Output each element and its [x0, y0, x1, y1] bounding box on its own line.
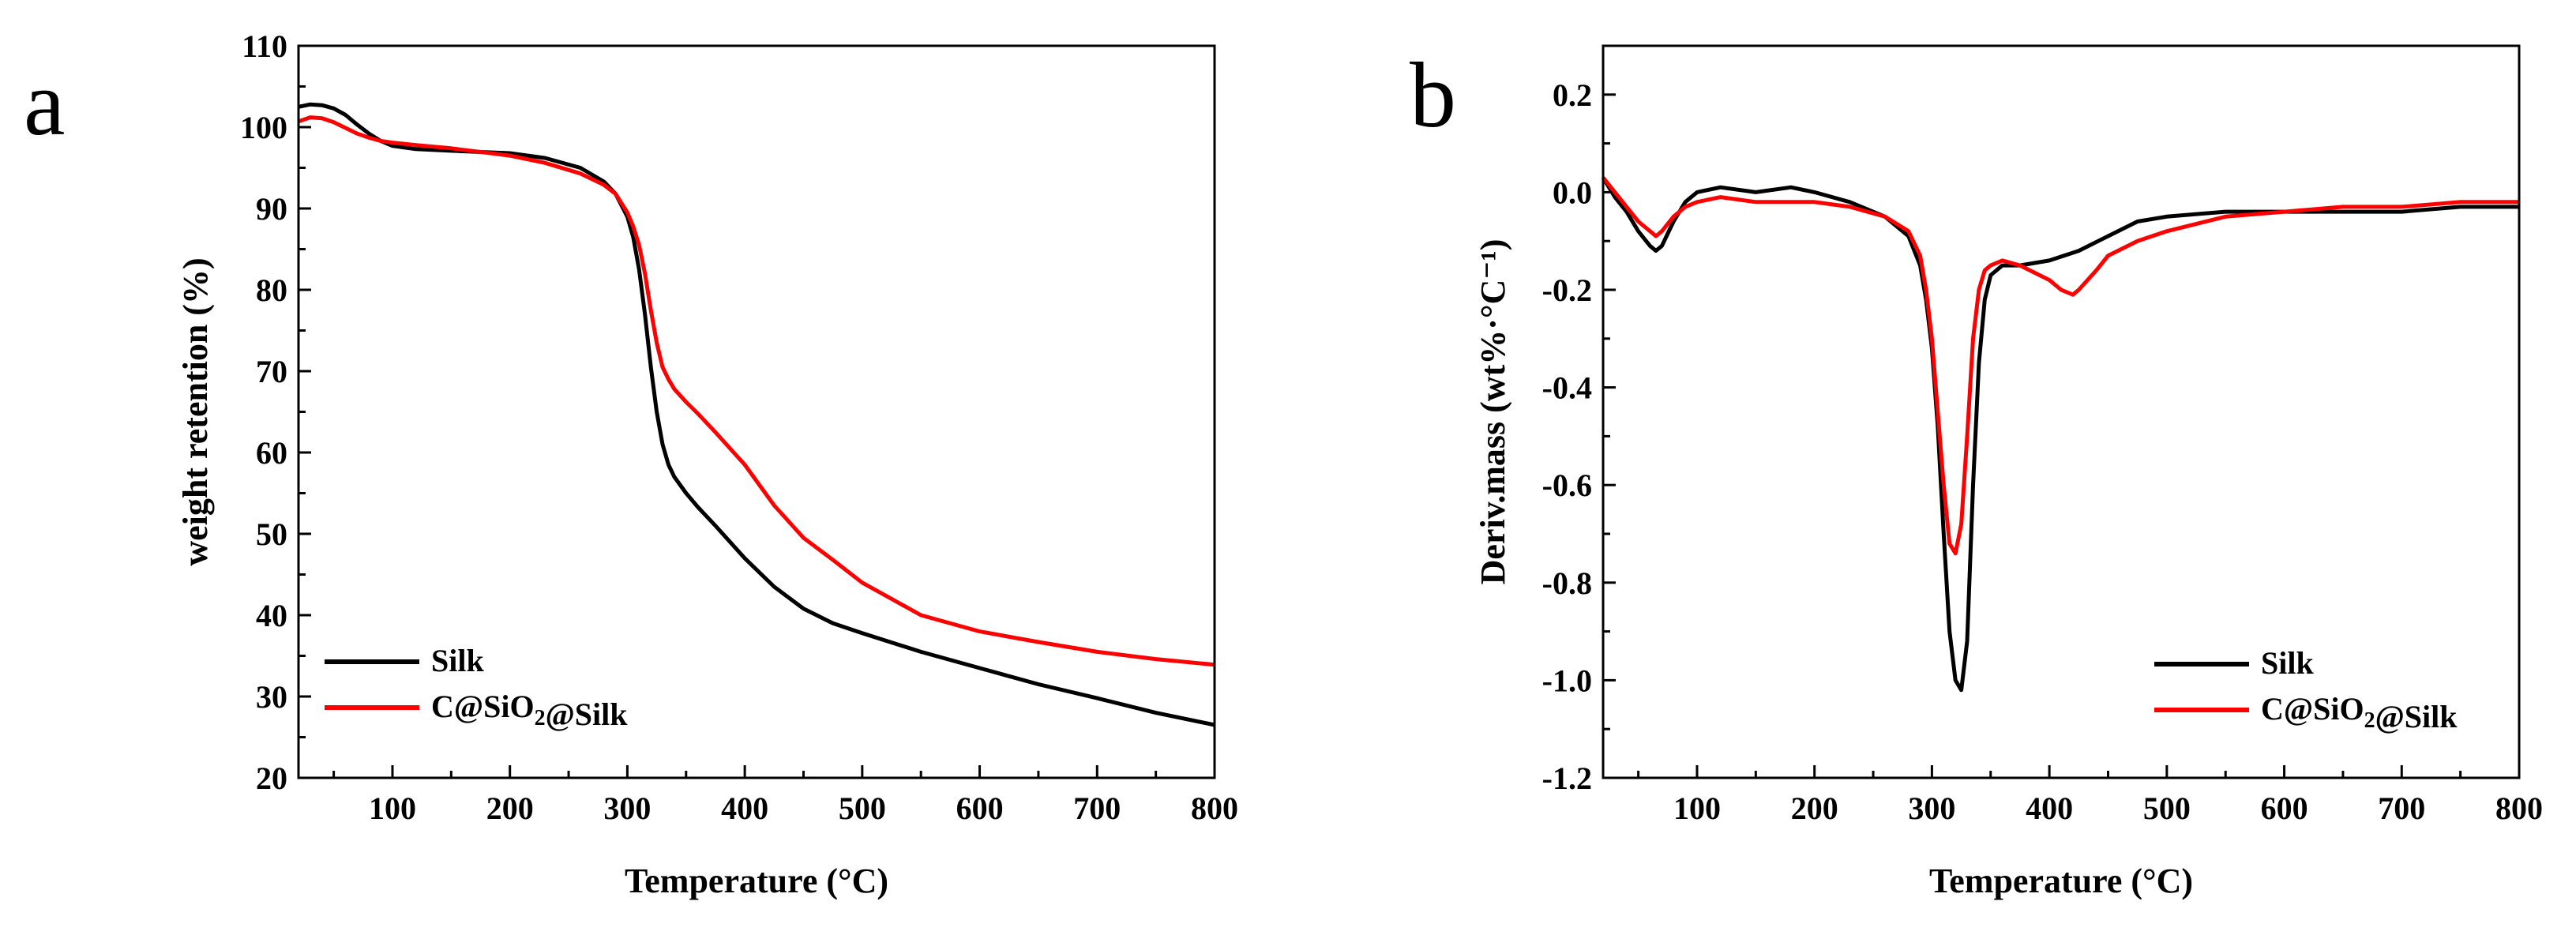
y-tick-label: -0.4 — [1542, 370, 1592, 406]
x-tick-label: 400 — [2026, 790, 2073, 826]
y-tick-label: 100 — [240, 110, 287, 145]
y-tick-label: 90 — [256, 191, 287, 227]
ticks-b: 100 200 300 400 500 600 700 800 -1.2 -1.0 -0.8 -0.6… — [1542, 44, 2543, 826]
x-tick-label: 300 — [1908, 790, 1955, 826]
y-tick-label: -1.2 — [1542, 760, 1592, 796]
x-tick-label: 100 — [369, 790, 416, 826]
series-line-csio2silk-a — [298, 115, 1215, 667]
y-tick-label: 60 — [256, 435, 287, 471]
y-axis-title-b: Deriv.mass (wt%·°C⁻¹) — [1474, 239, 1512, 585]
series-line-csio2silk-b — [1602, 176, 2519, 556]
x-tick-label: 700 — [1073, 790, 1121, 826]
plot-frame-b — [1602, 44, 2521, 779]
series-line-silk-b — [1601, 176, 2519, 693]
y-tick-label: -0.2 — [1542, 272, 1592, 308]
x-tick-label: 600 — [956, 790, 1004, 826]
legend-b: Silk C@SiO2@Silk — [2154, 645, 2458, 734]
x-tick-label: 200 — [1791, 790, 1838, 826]
series-group-a — [298, 102, 1215, 727]
legend-label-csio2silk-b: C@SiO2@Silk — [2261, 691, 2458, 734]
y-tick-label: 50 — [256, 516, 287, 552]
ticks-a: 100 200 300 400 500 600 700 800 20 30 40 50 60 70 80 90… — [240, 28, 1238, 826]
y-tick-label: 70 — [256, 354, 287, 389]
panel-b: b Deriv.mass (wt%·°C⁻¹) Temperature (°C)… — [1410, 43, 2543, 900]
y-axis-title-a: weight retention (%) — [176, 257, 215, 565]
y-tick-label: 20 — [256, 760, 287, 796]
legend-a: Silk C@SiO2@Silk — [325, 643, 628, 732]
legend-label-silk-a: Silk — [431, 643, 484, 678]
y-tick-label: 110 — [242, 28, 287, 64]
series-group-b — [1601, 176, 2519, 693]
y-tick-label: 30 — [256, 679, 287, 715]
y-tick-label: 40 — [256, 598, 287, 633]
x-tick-label: 200 — [486, 790, 534, 826]
panel-a: a weight retention (%) Temperature (°C) … — [24, 28, 1238, 900]
x-tick-label: 700 — [2378, 790, 2425, 826]
x-tick-label: 100 — [1673, 790, 1721, 826]
x-axis-title-a: Temperature (°C) — [625, 862, 888, 900]
legend-label-silk-b: Silk — [2261, 645, 2314, 681]
y-tick-label: -0.6 — [1542, 468, 1592, 503]
plot-frame-a — [297, 44, 1216, 779]
legend-label-csio2silk-a: C@SiO2@Silk — [431, 689, 628, 732]
x-tick-label: 800 — [1191, 790, 1238, 826]
x-tick-label: 600 — [2261, 790, 2308, 826]
x-tick-label: 500 — [2143, 790, 2191, 826]
x-axis-title-b: Temperature (°C) — [1929, 862, 2193, 900]
series-line-silk-a — [298, 102, 1215, 727]
y-tick-label: 80 — [256, 272, 287, 308]
y-tick-label: -0.8 — [1542, 565, 1592, 601]
panel-letter-b: b — [1410, 43, 1456, 147]
y-tick-label: 0.0 — [1553, 175, 1592, 210]
y-tick-label: 0.2 — [1553, 77, 1592, 113]
x-tick-label: 500 — [839, 790, 886, 826]
x-tick-label: 400 — [721, 790, 768, 826]
panel-letter-a: a — [24, 51, 65, 155]
y-tick-label: -1.0 — [1542, 663, 1592, 698]
x-tick-label: 800 — [2495, 790, 2543, 826]
x-tick-label: 300 — [603, 790, 651, 826]
